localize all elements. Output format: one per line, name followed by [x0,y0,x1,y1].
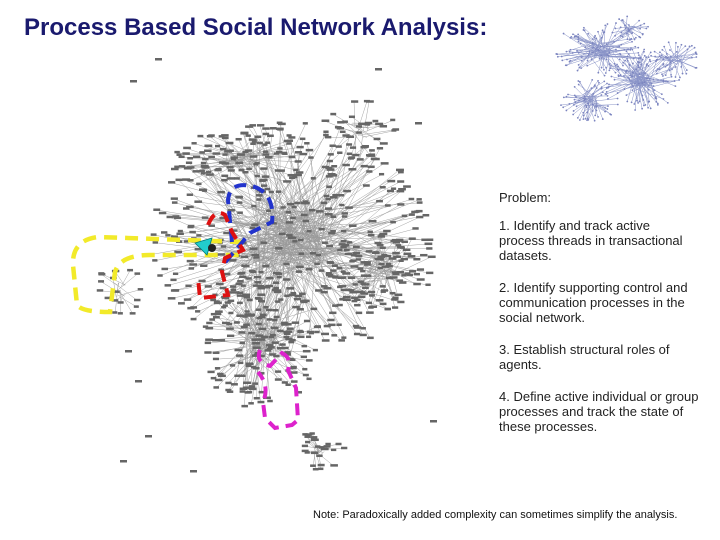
problem-point-3: 3. Establish structural roles of agents. [499,342,670,372]
focal-agent-node [208,244,216,252]
highlight-red-thread [196,211,246,301]
footnote: Note: Paradoxically added complexity can… [313,509,678,521]
problem-point-4: 4. Define active individual or group pro… [499,389,699,434]
slide-title: Process Based Social Network Analysis: [24,14,488,41]
problem-point-1: 1. Identify and track active process thr… [499,218,683,263]
highlight-yellow-thread [70,234,244,315]
problem-statement: Problem: 1. Identify and track active pr… [499,190,699,451]
highlight-magenta-thread [256,349,301,431]
social-network-graph [70,58,437,473]
overview-network-thumbnail [555,15,698,122]
highlight-blue-thread [221,183,275,267]
problem-heading: Problem: [499,190,552,205]
problem-point-2: 2. Identify supporting control and commu… [499,280,688,325]
focal-agent-marker [194,237,213,256]
